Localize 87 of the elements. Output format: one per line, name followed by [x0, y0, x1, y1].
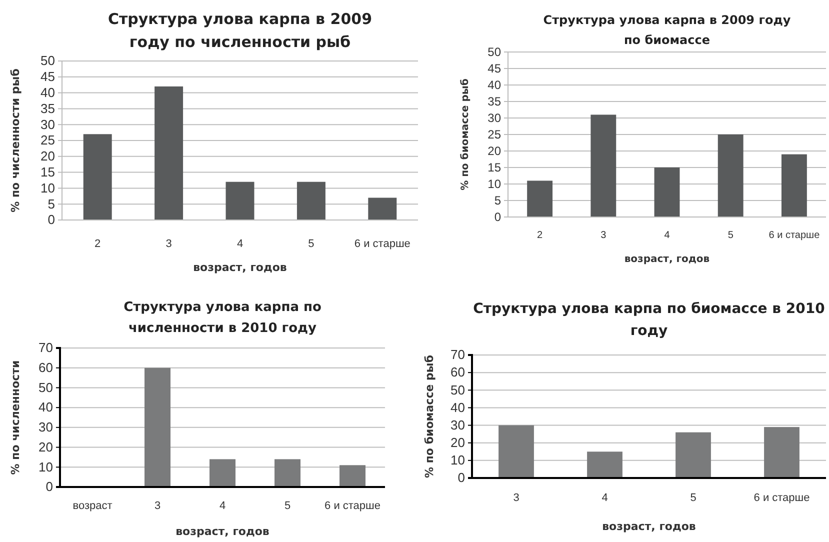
x-axis-title: возраст, годов: [624, 254, 710, 265]
bar: [587, 452, 622, 478]
x-tick-label: 3: [600, 230, 607, 241]
x-tick-label: 4: [236, 238, 244, 250]
y-tick-label: 50: [40, 53, 55, 68]
x-tick-label: 4: [602, 492, 608, 504]
x-tick-label: 5: [728, 230, 734, 241]
y-tick-label: 45: [488, 61, 502, 76]
bar: [340, 465, 366, 487]
y-tick-label: 20: [38, 439, 53, 454]
x-axis-title: возраст, годов: [602, 520, 696, 533]
y-tick-label: 15: [40, 164, 55, 180]
x-tick-label: 3: [166, 238, 172, 250]
bar: [590, 114, 616, 217]
chart-title: Структура улова карпа в 2009 году по численности рыб: [108, 10, 372, 51]
bar: [527, 180, 553, 217]
x-axis-title: возраст, годов: [193, 261, 287, 274]
y-axis-title: % по численности: [9, 360, 22, 475]
y-axis-title: % по биомассе рыб: [423, 354, 436, 478]
bar: [764, 427, 800, 478]
y-tick-label: 10: [488, 176, 502, 191]
x-tick-label: 6 и старше: [324, 500, 380, 512]
y-tick-label: 25: [488, 127, 502, 142]
chart-title: Структура улова карпа по биомассе в 2010 году: [473, 301, 826, 339]
x-tick-label: 2: [94, 238, 101, 250]
x-tick-label: 2: [537, 230, 544, 241]
x-tick-label: 6 и старше: [354, 238, 410, 250]
y-tick-label: 30: [488, 110, 502, 125]
y-tick-label: 30: [40, 116, 55, 132]
y-tick-label: 10: [38, 459, 53, 474]
bar: [210, 459, 236, 487]
y-tick-label: 70: [38, 340, 53, 356]
y-tick-label: 0: [458, 470, 465, 486]
bar: [226, 182, 254, 220]
bar: [718, 134, 744, 217]
y-tick-label: 10: [40, 180, 55, 196]
x-tick-label: 6 и старше: [754, 492, 810, 504]
y-axis-title: % по численности рыб: [9, 68, 22, 212]
y-tick-label: 35: [488, 94, 502, 108]
bar: [144, 368, 170, 487]
y-tick-label: 10: [450, 452, 465, 468]
x-tick-label: 5: [690, 492, 696, 504]
x-tick-label: 5: [284, 500, 291, 512]
y-tick-label: 35: [40, 100, 55, 116]
x-tick-label: 6 и старше: [768, 230, 820, 241]
chart-title: Структура улова карпа в 2009 году по биомассе: [543, 13, 791, 47]
y-tick-label: 5: [48, 196, 55, 212]
y-tick-label: 50: [38, 380, 53, 395]
y-tick-label: 50: [488, 44, 502, 59]
x-axis-title: возраст, годов: [176, 525, 270, 538]
x-tick-label: 4: [219, 500, 226, 512]
y-tick-label: 40: [450, 400, 465, 415]
y-tick-label: 40: [40, 84, 55, 100]
y-tick-label: 70: [450, 347, 465, 362]
y-tick-label: 20: [450, 435, 465, 450]
bar: [296, 182, 326, 220]
y-tick-label: 20: [40, 148, 55, 164]
y-tick-label: 0: [48, 212, 55, 228]
y-tick-label: 60: [38, 360, 53, 376]
bar: [654, 168, 680, 217]
y-tick-label: 40: [488, 78, 502, 92]
x-tick-label: 4: [664, 230, 670, 241]
y-tick-label: 50: [450, 382, 465, 398]
bar: [781, 154, 807, 217]
bar: [274, 459, 300, 487]
x-tick-label: 3: [513, 492, 520, 504]
bar: [368, 198, 397, 220]
y-tick-label: 45: [40, 69, 55, 84]
y-tick-label: 30: [38, 420, 53, 435]
y-tick-label: 0: [46, 479, 53, 494]
y-axis-title: % по биомассе рыб: [460, 78, 471, 190]
y-tick-label: 30: [450, 417, 465, 432]
bar: [154, 86, 184, 220]
x-tick-label: 5: [308, 238, 314, 250]
bar: [676, 432, 711, 478]
y-tick-label: 20: [488, 144, 502, 158]
y-tick-label: 0: [494, 210, 502, 224]
y-tick-label: 60: [450, 364, 465, 380]
y-tick-label: 25: [40, 132, 55, 148]
y-tick-label: 40: [38, 400, 53, 415]
x-tick-label: возраст: [72, 500, 112, 512]
bar: [83, 134, 112, 220]
chart-title: Структура улова карпа по численности в 2010 году: [124, 300, 322, 336]
bar: [498, 425, 534, 478]
x-tick-label: 3: [154, 500, 161, 512]
y-tick-label: 15: [488, 160, 502, 174]
y-tick-label: 5: [494, 193, 502, 208]
